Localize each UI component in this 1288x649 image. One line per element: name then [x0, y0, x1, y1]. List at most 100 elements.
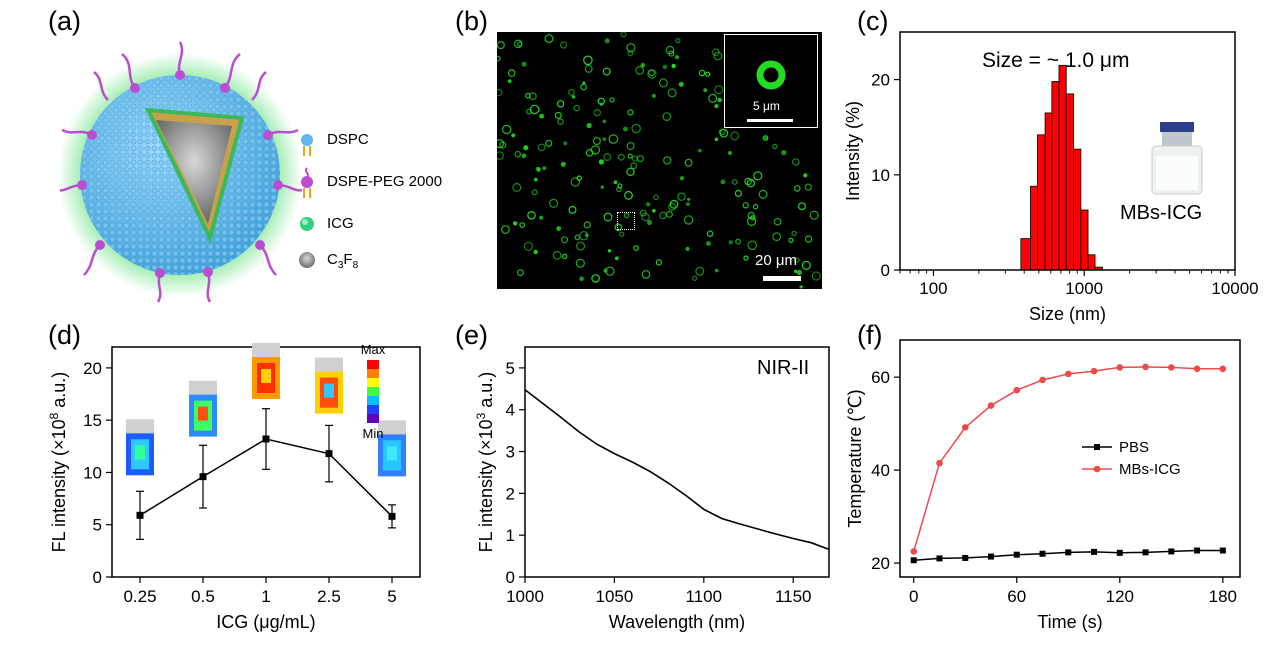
x-tick-label: 1050 — [595, 587, 633, 606]
microbubble-particle — [744, 177, 752, 186]
y-tick-label: 5 — [93, 516, 102, 535]
microbubble-particle — [708, 93, 718, 103]
x-axis-label: Size (nm) — [1029, 304, 1106, 324]
microbubble-particle — [685, 246, 690, 251]
microbubble-particle — [687, 197, 691, 201]
data-point-mbs-icg — [910, 548, 918, 555]
microbubble-particle — [653, 194, 659, 201]
microbubble-particle — [735, 238, 742, 245]
y-axis-label: FL intensity (×108 a.u.) — [47, 372, 69, 553]
microbubble-particle — [580, 83, 587, 91]
microbubble-particle — [523, 145, 529, 151]
data-point-mbs-icg — [1013, 386, 1021, 394]
microbubble-particle — [788, 237, 794, 243]
microbubble-particle — [747, 240, 757, 251]
microbubble-particle — [576, 175, 582, 181]
data-point — [199, 473, 207, 481]
y-tick-label: 3 — [506, 443, 515, 462]
microbubble-particle — [662, 112, 672, 121]
microbubble-particle — [497, 88, 503, 97]
microbubble-particle — [665, 45, 675, 55]
fluorescence-micrograph: 5 μm 20 μm — [497, 32, 822, 289]
microbubble-particle — [747, 211, 755, 219]
data-point-mbs-icg — [1090, 367, 1098, 375]
x-tick-label: 5 — [387, 587, 396, 606]
microbubble-particle — [590, 145, 601, 155]
x-tick-label: 0.25 — [123, 587, 156, 606]
microbubble-particle — [526, 108, 533, 115]
microbubble-particle — [531, 189, 538, 196]
panel-label-e: (e) — [455, 320, 488, 350]
microbubble-particle — [533, 249, 538, 255]
microbubble-particle — [607, 249, 612, 253]
microbubble-particle — [584, 64, 593, 73]
microbubble-particle — [794, 269, 798, 273]
microbubble-particle — [651, 93, 656, 98]
microbubble-particle — [597, 97, 606, 106]
x-axis-label: ICG (μg/mL) — [216, 612, 315, 632]
microbubble-particle — [705, 241, 711, 246]
zoom-inset: 5 μm — [724, 34, 818, 128]
vial-thermal-hotspot — [324, 383, 334, 398]
colorbar-segment — [367, 387, 379, 396]
histogram-bar — [1030, 185, 1038, 271]
microbubble-particle — [645, 202, 651, 207]
microbubble-particle — [728, 240, 733, 245]
y-tick-label: 0 — [881, 261, 890, 280]
y-axis-label: Intensity (%) — [845, 101, 863, 201]
microbubble-particle — [517, 41, 523, 47]
histogram-bar — [1044, 112, 1053, 271]
legend-marker — [1094, 444, 1100, 450]
microbubble-particle — [801, 260, 811, 270]
microbubble-particle — [559, 41, 568, 49]
y-tick-label: 40 — [871, 461, 890, 480]
microbubble-particle — [563, 141, 568, 146]
microbubble-particle — [521, 61, 527, 67]
microbubble-particle — [560, 161, 566, 167]
microbubble-particle — [727, 150, 732, 156]
microbubble-particle — [652, 209, 656, 213]
microbubble-particle — [521, 153, 527, 159]
microbubble-particle — [593, 108, 602, 117]
colorbar-segment — [367, 360, 379, 369]
x-axis-label: Time (s) — [1037, 612, 1102, 632]
chart-nir-ii-spectrum: 0 1 2 3 4 5 1000 1050 1100 1150 Wavelength (nm) FL … — [474, 346, 830, 632]
data-point-pbs — [910, 557, 917, 564]
single-microbubble — [756, 60, 786, 90]
microbubble-particle — [804, 183, 812, 191]
data-point — [388, 512, 396, 520]
colorbar-segment — [367, 378, 379, 387]
microbubble-field — [497, 32, 821, 289]
data-point-pbs — [1116, 549, 1123, 556]
microbubble-particle — [603, 152, 612, 161]
microbubble-particle — [714, 103, 719, 109]
microbubble-particle — [719, 128, 726, 136]
data-point-pbs — [988, 553, 995, 560]
data-point-pbs — [1013, 551, 1020, 558]
colorbar-segment — [367, 414, 379, 423]
microbubble-particle — [561, 253, 568, 260]
microbubble-particle — [713, 51, 723, 61]
microbubble-particle — [659, 211, 667, 220]
y-tick-label: 0 — [506, 568, 515, 587]
plot-frame — [899, 31, 1236, 271]
x-tick-label: 1000 — [1065, 279, 1103, 298]
microbubble-particle — [695, 266, 705, 276]
x-tick-label: 1100 — [686, 587, 723, 606]
vial-cap — [252, 343, 280, 357]
y-tick-label: 4 — [506, 401, 515, 420]
microbubble-particle — [772, 232, 782, 242]
microbubble-particle — [527, 211, 536, 220]
microbubble-particle — [630, 162, 638, 170]
microbubble-particle — [639, 209, 647, 217]
microbubble-particle — [604, 38, 610, 44]
chart-size-distribution: 0 10 20 100 1000 10000 Size (nm) Intensity (%) — [845, 31, 1259, 324]
microbubble-particle — [809, 210, 819, 220]
inset-scale-label: 5 μm — [753, 99, 780, 113]
vial-photo — [1151, 122, 1203, 195]
microbubble-particle — [570, 177, 581, 187]
microbubble-particle — [603, 212, 613, 222]
microbubble-particle — [663, 156, 672, 165]
microbubble-particle — [539, 215, 544, 220]
x-tick-label: 60 — [1007, 587, 1026, 606]
